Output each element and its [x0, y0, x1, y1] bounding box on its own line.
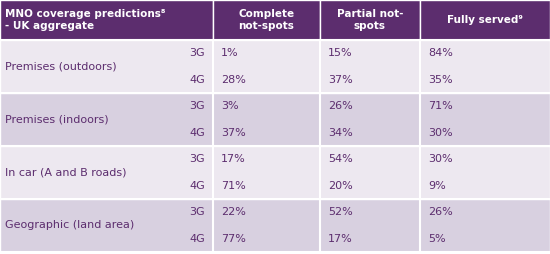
Text: 5%: 5% [428, 234, 446, 244]
Text: 37%: 37% [221, 128, 246, 138]
Bar [320, 0, 420, 40]
Text: 26%: 26% [428, 207, 453, 217]
Text: Partial not-
spots: Partial not- spots [337, 9, 403, 31]
Text: Premises (indoors): Premises (indoors) [5, 115, 109, 124]
Text: 20%: 20% [328, 181, 353, 191]
Text: 3G: 3G [189, 207, 205, 217]
Text: 4G: 4G [189, 128, 205, 138]
Bar [0, 0, 213, 40]
Text: 52%: 52% [328, 207, 353, 217]
Text: 9%: 9% [428, 181, 446, 191]
Text: 22%: 22% [221, 207, 246, 217]
Text: 3%: 3% [221, 101, 239, 111]
Text: 26%: 26% [328, 101, 353, 111]
Text: MNO coverage predictions⁸
- UK aggregate: MNO coverage predictions⁸ - UK aggregate [5, 9, 166, 31]
Text: 17%: 17% [328, 234, 353, 244]
Text: 15%: 15% [328, 48, 353, 58]
Bar [0, 40, 550, 93]
Text: 4G: 4G [189, 75, 205, 85]
Bar [0, 93, 550, 146]
Bar [420, 0, 550, 40]
Text: 77%: 77% [221, 234, 246, 244]
Text: 3G: 3G [189, 101, 205, 111]
Text: 4G: 4G [189, 181, 205, 191]
Bar [213, 0, 320, 40]
Text: 34%: 34% [328, 128, 353, 138]
Bar [0, 199, 550, 252]
Text: 37%: 37% [328, 75, 353, 85]
Text: 54%: 54% [328, 154, 353, 164]
Text: 4G: 4G [189, 234, 205, 244]
Text: 28%: 28% [221, 75, 246, 85]
Text: Premises (outdoors): Premises (outdoors) [5, 61, 117, 71]
Text: 17%: 17% [221, 154, 246, 164]
Text: Geographic (land area): Geographic (land area) [5, 220, 134, 230]
Text: 71%: 71% [221, 181, 246, 191]
Text: 35%: 35% [428, 75, 453, 85]
Text: In car (A and B roads): In car (A and B roads) [5, 167, 126, 178]
Text: 3G: 3G [189, 48, 205, 58]
Text: 30%: 30% [428, 128, 453, 138]
Text: 1%: 1% [221, 48, 239, 58]
Text: 84%: 84% [428, 48, 453, 58]
Text: Fully served⁹: Fully served⁹ [447, 15, 523, 25]
Text: Complete
not-spots: Complete not-spots [239, 9, 295, 31]
Text: 71%: 71% [428, 101, 453, 111]
Bar [0, 146, 550, 199]
Text: 30%: 30% [428, 154, 453, 164]
Text: 3G: 3G [189, 154, 205, 164]
